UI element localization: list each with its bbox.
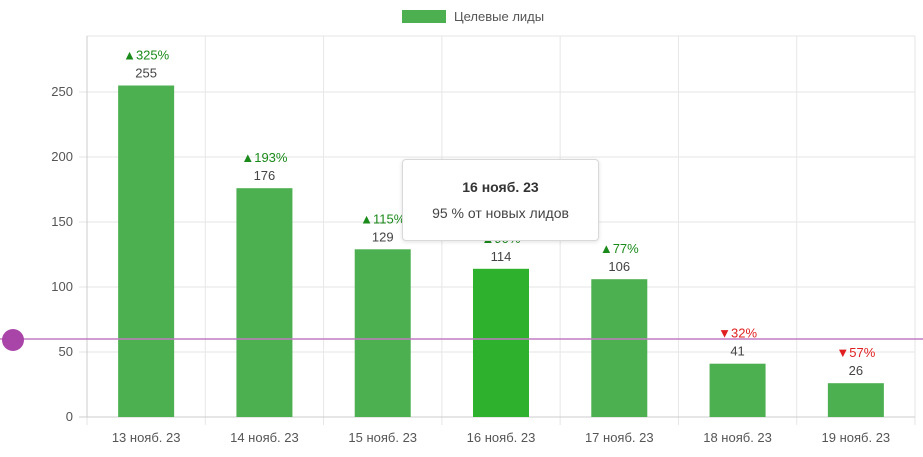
bars	[118, 85, 884, 418]
bar[interactable]	[473, 268, 529, 417]
y-tick-label: 200	[51, 149, 73, 164]
tooltip-title: 16 нояб. 23	[462, 179, 539, 195]
bar[interactable]	[709, 363, 766, 417]
value-label: 106	[608, 259, 630, 274]
bar[interactable]	[236, 188, 293, 417]
value-label: 129	[372, 229, 394, 244]
tooltip: 16 нояб. 23 95 % от новых лидов	[402, 159, 599, 241]
value-label: 176	[254, 168, 276, 183]
x-tick-label: 19 нояб. 23	[822, 430, 891, 445]
x-tick-label: 17 нояб. 23	[585, 430, 654, 445]
y-tick-label: 100	[51, 279, 73, 294]
y-tick-label: 250	[51, 84, 73, 99]
delta-label: ▼57%	[836, 345, 875, 360]
value-label: 41	[730, 344, 744, 359]
delta-label: ▲115%	[360, 211, 406, 226]
bar[interactable]	[118, 85, 175, 418]
x-tick-label: 13 нояб. 23	[112, 430, 181, 445]
y-tick-label: 0	[66, 409, 73, 424]
value-label: 255	[135, 66, 157, 81]
value-label: 26	[849, 363, 863, 378]
value-label: 114	[491, 249, 512, 264]
y-tick-label: 50	[59, 344, 73, 359]
x-tick-label: 14 нояб. 23	[230, 430, 299, 445]
bar[interactable]	[827, 383, 884, 417]
delta-label: ▼32%	[718, 326, 757, 341]
x-tick-label: 15 нояб. 23	[348, 430, 417, 445]
legend-label: Целевые лиды	[454, 9, 545, 24]
delta-label: ▲325%	[123, 48, 170, 63]
x-tick-label: 18 нояб. 23	[703, 430, 772, 445]
y-tick-label: 150	[51, 214, 73, 229]
delta-label: ▲77%	[600, 241, 639, 256]
bar[interactable]	[354, 249, 411, 417]
target-line-handle[interactable]	[2, 329, 24, 351]
x-tick-label: 16 нояб. 23	[467, 430, 536, 445]
tooltip-body: 95 % от новых лидов	[432, 205, 569, 221]
legend[interactable]: Целевые лиды	[402, 9, 544, 24]
data-labels: 255▲325%176▲193%129▲115%114▲90%106▲77%41…	[123, 48, 876, 379]
delta-label: ▲193%	[241, 150, 288, 165]
bar[interactable]	[591, 279, 648, 417]
legend-swatch	[402, 10, 446, 23]
axes: 0 50 100 150 200 250 13 нояб. 23 14 нояб. 23 15 …	[51, 36, 890, 445]
